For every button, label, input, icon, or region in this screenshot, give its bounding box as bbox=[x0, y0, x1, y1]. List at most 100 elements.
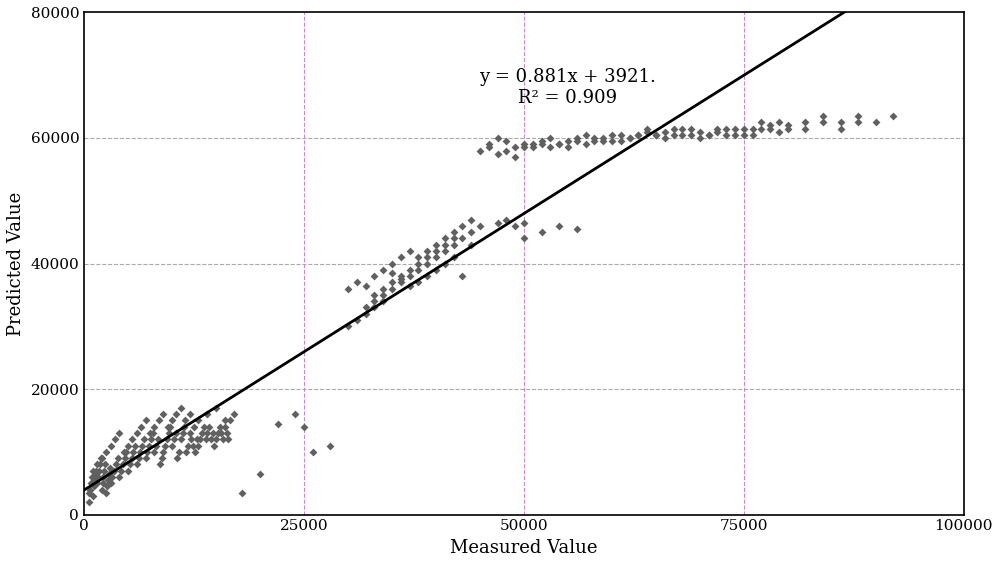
Point bbox=[428, 253, 444, 262]
Point bbox=[402, 265, 418, 274]
Point bbox=[393, 275, 409, 284]
Point bbox=[154, 453, 170, 462]
Point bbox=[115, 460, 131, 469]
Point bbox=[141, 441, 157, 450]
Point bbox=[639, 124, 655, 133]
Point bbox=[446, 240, 462, 249]
Point bbox=[101, 469, 117, 478]
Point bbox=[797, 124, 813, 133]
Point bbox=[198, 435, 214, 444]
Point bbox=[90, 473, 106, 482]
Point bbox=[83, 479, 99, 488]
Point bbox=[454, 234, 470, 243]
Point bbox=[753, 118, 769, 127]
Point bbox=[305, 447, 321, 456]
Point bbox=[727, 130, 743, 139]
Point bbox=[868, 118, 884, 127]
Point bbox=[111, 429, 127, 438]
Point bbox=[146, 447, 162, 456]
Point bbox=[88, 469, 104, 478]
Point bbox=[437, 234, 453, 243]
Point bbox=[578, 140, 594, 149]
Point bbox=[410, 259, 426, 268]
Point bbox=[815, 112, 831, 121]
Point bbox=[762, 121, 778, 130]
Point bbox=[648, 130, 664, 139]
Point bbox=[727, 124, 743, 133]
Point bbox=[709, 127, 725, 136]
Point bbox=[771, 127, 787, 136]
Point bbox=[446, 234, 462, 243]
Point bbox=[472, 221, 488, 230]
Point bbox=[142, 429, 158, 438]
Point bbox=[384, 259, 400, 268]
Point bbox=[657, 127, 673, 136]
Point bbox=[534, 228, 550, 237]
Point bbox=[507, 152, 523, 161]
Point bbox=[95, 473, 111, 482]
Point bbox=[428, 265, 444, 274]
Point bbox=[481, 143, 497, 152]
Point bbox=[151, 416, 167, 425]
Point bbox=[94, 485, 110, 494]
Point bbox=[604, 136, 620, 146]
Point bbox=[613, 136, 629, 146]
Point bbox=[132, 447, 148, 456]
Point bbox=[113, 466, 129, 475]
Point bbox=[87, 475, 103, 484]
Point bbox=[569, 224, 585, 233]
Point bbox=[366, 303, 382, 312]
Point bbox=[217, 416, 233, 425]
Point bbox=[143, 435, 159, 444]
Point bbox=[96, 466, 112, 475]
Point bbox=[116, 447, 132, 456]
Point bbox=[81, 497, 97, 506]
Point bbox=[498, 146, 514, 155]
Point bbox=[159, 435, 175, 444]
Point bbox=[375, 297, 391, 306]
Point bbox=[82, 485, 98, 494]
Point bbox=[97, 460, 113, 469]
Point bbox=[366, 297, 382, 306]
Point bbox=[850, 112, 866, 121]
Point bbox=[428, 246, 444, 255]
Point bbox=[150, 435, 166, 444]
Point bbox=[252, 469, 268, 478]
Point bbox=[349, 315, 365, 324]
Point bbox=[498, 215, 514, 224]
Point bbox=[358, 309, 374, 318]
Point bbox=[490, 218, 506, 227]
Point bbox=[718, 124, 734, 133]
Point bbox=[125, 447, 141, 456]
Point bbox=[94, 453, 110, 462]
Point bbox=[437, 259, 453, 268]
Point bbox=[217, 422, 233, 431]
Point bbox=[551, 140, 567, 149]
Point bbox=[155, 409, 171, 418]
Point bbox=[692, 127, 708, 136]
Point bbox=[185, 441, 201, 450]
Point bbox=[551, 221, 567, 230]
Point bbox=[534, 136, 550, 146]
Point bbox=[88, 466, 104, 475]
Point bbox=[127, 441, 143, 450]
Point bbox=[437, 246, 453, 255]
Point bbox=[162, 422, 178, 431]
Point bbox=[349, 278, 365, 287]
Point bbox=[199, 409, 215, 418]
Point bbox=[569, 136, 585, 146]
Point bbox=[358, 281, 374, 290]
Point bbox=[516, 143, 532, 152]
Point bbox=[219, 429, 235, 438]
Point bbox=[177, 416, 193, 425]
Point bbox=[542, 134, 558, 143]
Point bbox=[99, 482, 115, 491]
Point bbox=[107, 435, 123, 444]
Point bbox=[674, 130, 690, 139]
Point bbox=[745, 130, 761, 139]
Point bbox=[161, 429, 177, 438]
Point bbox=[173, 435, 189, 444]
Point bbox=[206, 441, 222, 450]
Point bbox=[630, 130, 646, 139]
Point bbox=[428, 240, 444, 249]
